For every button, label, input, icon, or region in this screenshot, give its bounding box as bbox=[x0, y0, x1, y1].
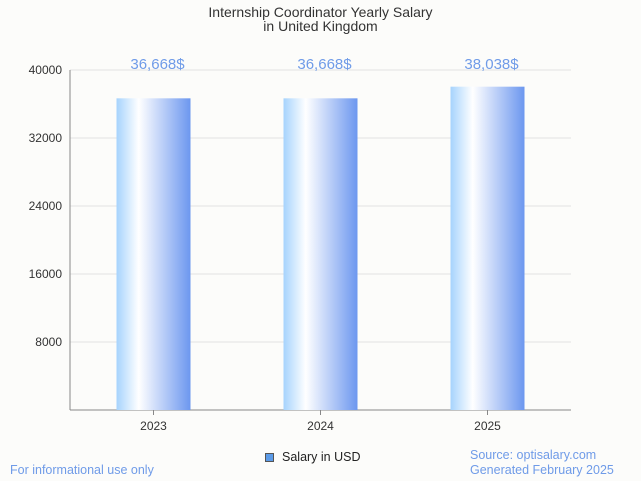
y-tick-label: 32000 bbox=[29, 131, 63, 145]
data-label: 38,038$ bbox=[464, 56, 519, 73]
bar-2024 bbox=[283, 98, 358, 411]
data-label: 36,668$ bbox=[297, 56, 352, 73]
legend-swatch bbox=[265, 452, 274, 462]
x-tick-label: 2023 bbox=[140, 419, 167, 433]
generated-text: Generated February 2025 bbox=[470, 463, 614, 477]
legend-label: Salary in USD bbox=[282, 450, 361, 464]
chart-title: Internship Coordinator Yearly Salary bbox=[208, 4, 433, 20]
x-tick-label: 2025 bbox=[474, 419, 501, 433]
y-tick-label: 16000 bbox=[29, 267, 63, 281]
y-tick-label: 8000 bbox=[35, 335, 62, 349]
disclaimer-text: For informational use only bbox=[10, 463, 154, 477]
y-tick-label: 40000 bbox=[29, 63, 63, 77]
data-label: 36,668$ bbox=[130, 56, 185, 73]
legend: Salary in USD bbox=[265, 450, 361, 464]
bar-2025 bbox=[450, 86, 525, 410]
source-text: Source: optisalary.com bbox=[470, 448, 597, 462]
chart-subtitle: in United Kingdom bbox=[263, 18, 378, 34]
y-tick-label: 24000 bbox=[29, 199, 63, 213]
x-tick-label: 2024 bbox=[307, 419, 334, 433]
bar-2023 bbox=[116, 98, 191, 411]
